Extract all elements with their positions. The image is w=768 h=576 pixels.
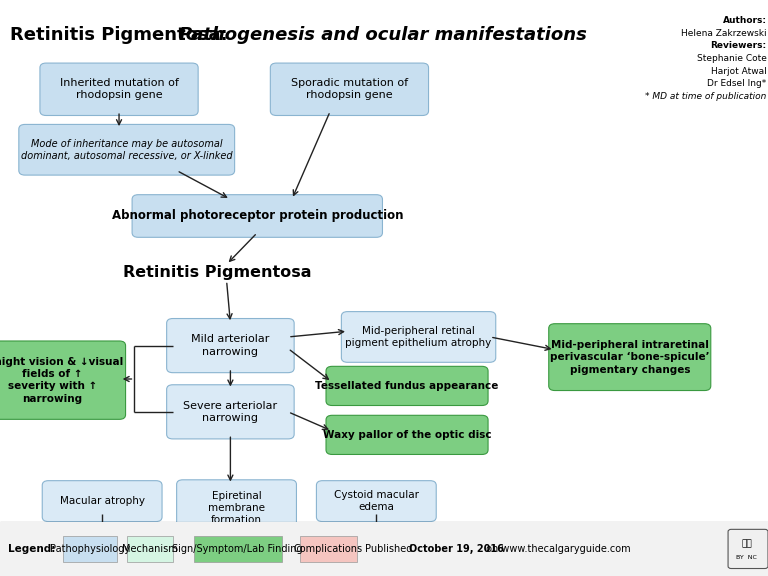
- FancyBboxPatch shape: [0, 341, 126, 419]
- Text: Tessellated fundus appearance: Tessellated fundus appearance: [316, 381, 498, 391]
- Text: Mechanism: Mechanism: [122, 544, 177, 554]
- Text: Macular atrophy: Macular atrophy: [60, 496, 144, 506]
- FancyBboxPatch shape: [548, 324, 711, 391]
- Text: BY  NC: BY NC: [736, 555, 757, 560]
- Text: Harjot Atwal: Harjot Atwal: [710, 67, 766, 76]
- Text: Authors:: Authors:: [723, 16, 766, 25]
- FancyBboxPatch shape: [167, 385, 294, 439]
- FancyBboxPatch shape: [177, 535, 296, 573]
- Text: Waxy pallor of the optic disc: Waxy pallor of the optic disc: [323, 430, 492, 440]
- Text: Helena Zakrzewski: Helena Zakrzewski: [681, 29, 766, 38]
- Text: Mid-peripheral retinal
pigment epithelium atrophy: Mid-peripheral retinal pigment epitheliu…: [346, 326, 492, 348]
- Text: Legend:: Legend:: [8, 544, 55, 554]
- FancyBboxPatch shape: [18, 124, 235, 175]
- Text: Dr Edsel Ing*: Dr Edsel Ing*: [707, 79, 766, 89]
- FancyBboxPatch shape: [326, 366, 488, 406]
- Text: Cystoid macular
edema: Cystoid macular edema: [334, 490, 419, 512]
- Text: Severe arteriolar
narrowing: Severe arteriolar narrowing: [184, 401, 277, 423]
- FancyBboxPatch shape: [194, 536, 282, 562]
- Text: Retinitis Pigmentosa: Retinitis Pigmentosa: [123, 265, 312, 280]
- Text: Complications: Complications: [293, 544, 363, 554]
- FancyBboxPatch shape: [42, 480, 162, 522]
- Text: Published: Published: [365, 544, 415, 554]
- FancyBboxPatch shape: [326, 415, 488, 454]
- FancyBboxPatch shape: [127, 536, 173, 562]
- FancyBboxPatch shape: [300, 536, 357, 562]
- FancyBboxPatch shape: [167, 319, 294, 373]
- FancyBboxPatch shape: [177, 480, 296, 536]
- FancyBboxPatch shape: [728, 529, 768, 569]
- Text: Sign/Symptom/Lab Finding: Sign/Symptom/Lab Finding: [172, 544, 303, 554]
- Text: Pathophysiology: Pathophysiology: [50, 544, 130, 554]
- Text: Stephanie Cote: Stephanie Cote: [697, 54, 766, 63]
- Text: Abnormal photoreceptor protein production: Abnormal photoreceptor protein productio…: [111, 210, 403, 222]
- Text: Pathogenesis and ocular manifestations: Pathogenesis and ocular manifestations: [179, 26, 587, 44]
- FancyBboxPatch shape: [270, 63, 429, 115]
- Text: Mild arteriolar
narrowing: Mild arteriolar narrowing: [191, 335, 270, 357]
- Text: Mode of inheritance may be autosomal
dominant, autosomal recessive, or X-linked: Mode of inheritance may be autosomal dom…: [21, 139, 233, 161]
- Text: Reviewers:: Reviewers:: [710, 41, 766, 51]
- FancyBboxPatch shape: [341, 312, 496, 362]
- Text: Retinitis Pigmentosa:: Retinitis Pigmentosa:: [10, 26, 234, 44]
- FancyBboxPatch shape: [316, 480, 436, 522]
- Text: Blindness: Blindness: [207, 549, 266, 559]
- Text: Mid-peripheral intraretinal
perivascular ‘bone-spicule’
pigmentary changes: Mid-peripheral intraretinal perivascular…: [550, 340, 710, 374]
- Text: ↓ night vision & ↓visual
fields of ↑
severity with ↑
narrowing: ↓ night vision & ↓visual fields of ↑ sev…: [0, 357, 123, 404]
- Text: on www.thecalgaryguide.com: on www.thecalgaryguide.com: [483, 544, 631, 554]
- Text: Sporadic mutation of
rhodopsin gene: Sporadic mutation of rhodopsin gene: [291, 78, 408, 100]
- Text: Epiretinal
membrane
formation: Epiretinal membrane formation: [208, 491, 265, 525]
- FancyBboxPatch shape: [0, 522, 768, 576]
- Text: Ⓒⓔ: Ⓒⓔ: [741, 540, 752, 549]
- Text: Inherited mutation of
rhodopsin gene: Inherited mutation of rhodopsin gene: [60, 78, 178, 100]
- Text: October 19, 2016: October 19, 2016: [409, 544, 504, 554]
- Text: * MD at time of publication: * MD at time of publication: [645, 92, 766, 101]
- FancyBboxPatch shape: [132, 195, 382, 237]
- FancyBboxPatch shape: [40, 63, 198, 115]
- FancyBboxPatch shape: [63, 536, 117, 562]
